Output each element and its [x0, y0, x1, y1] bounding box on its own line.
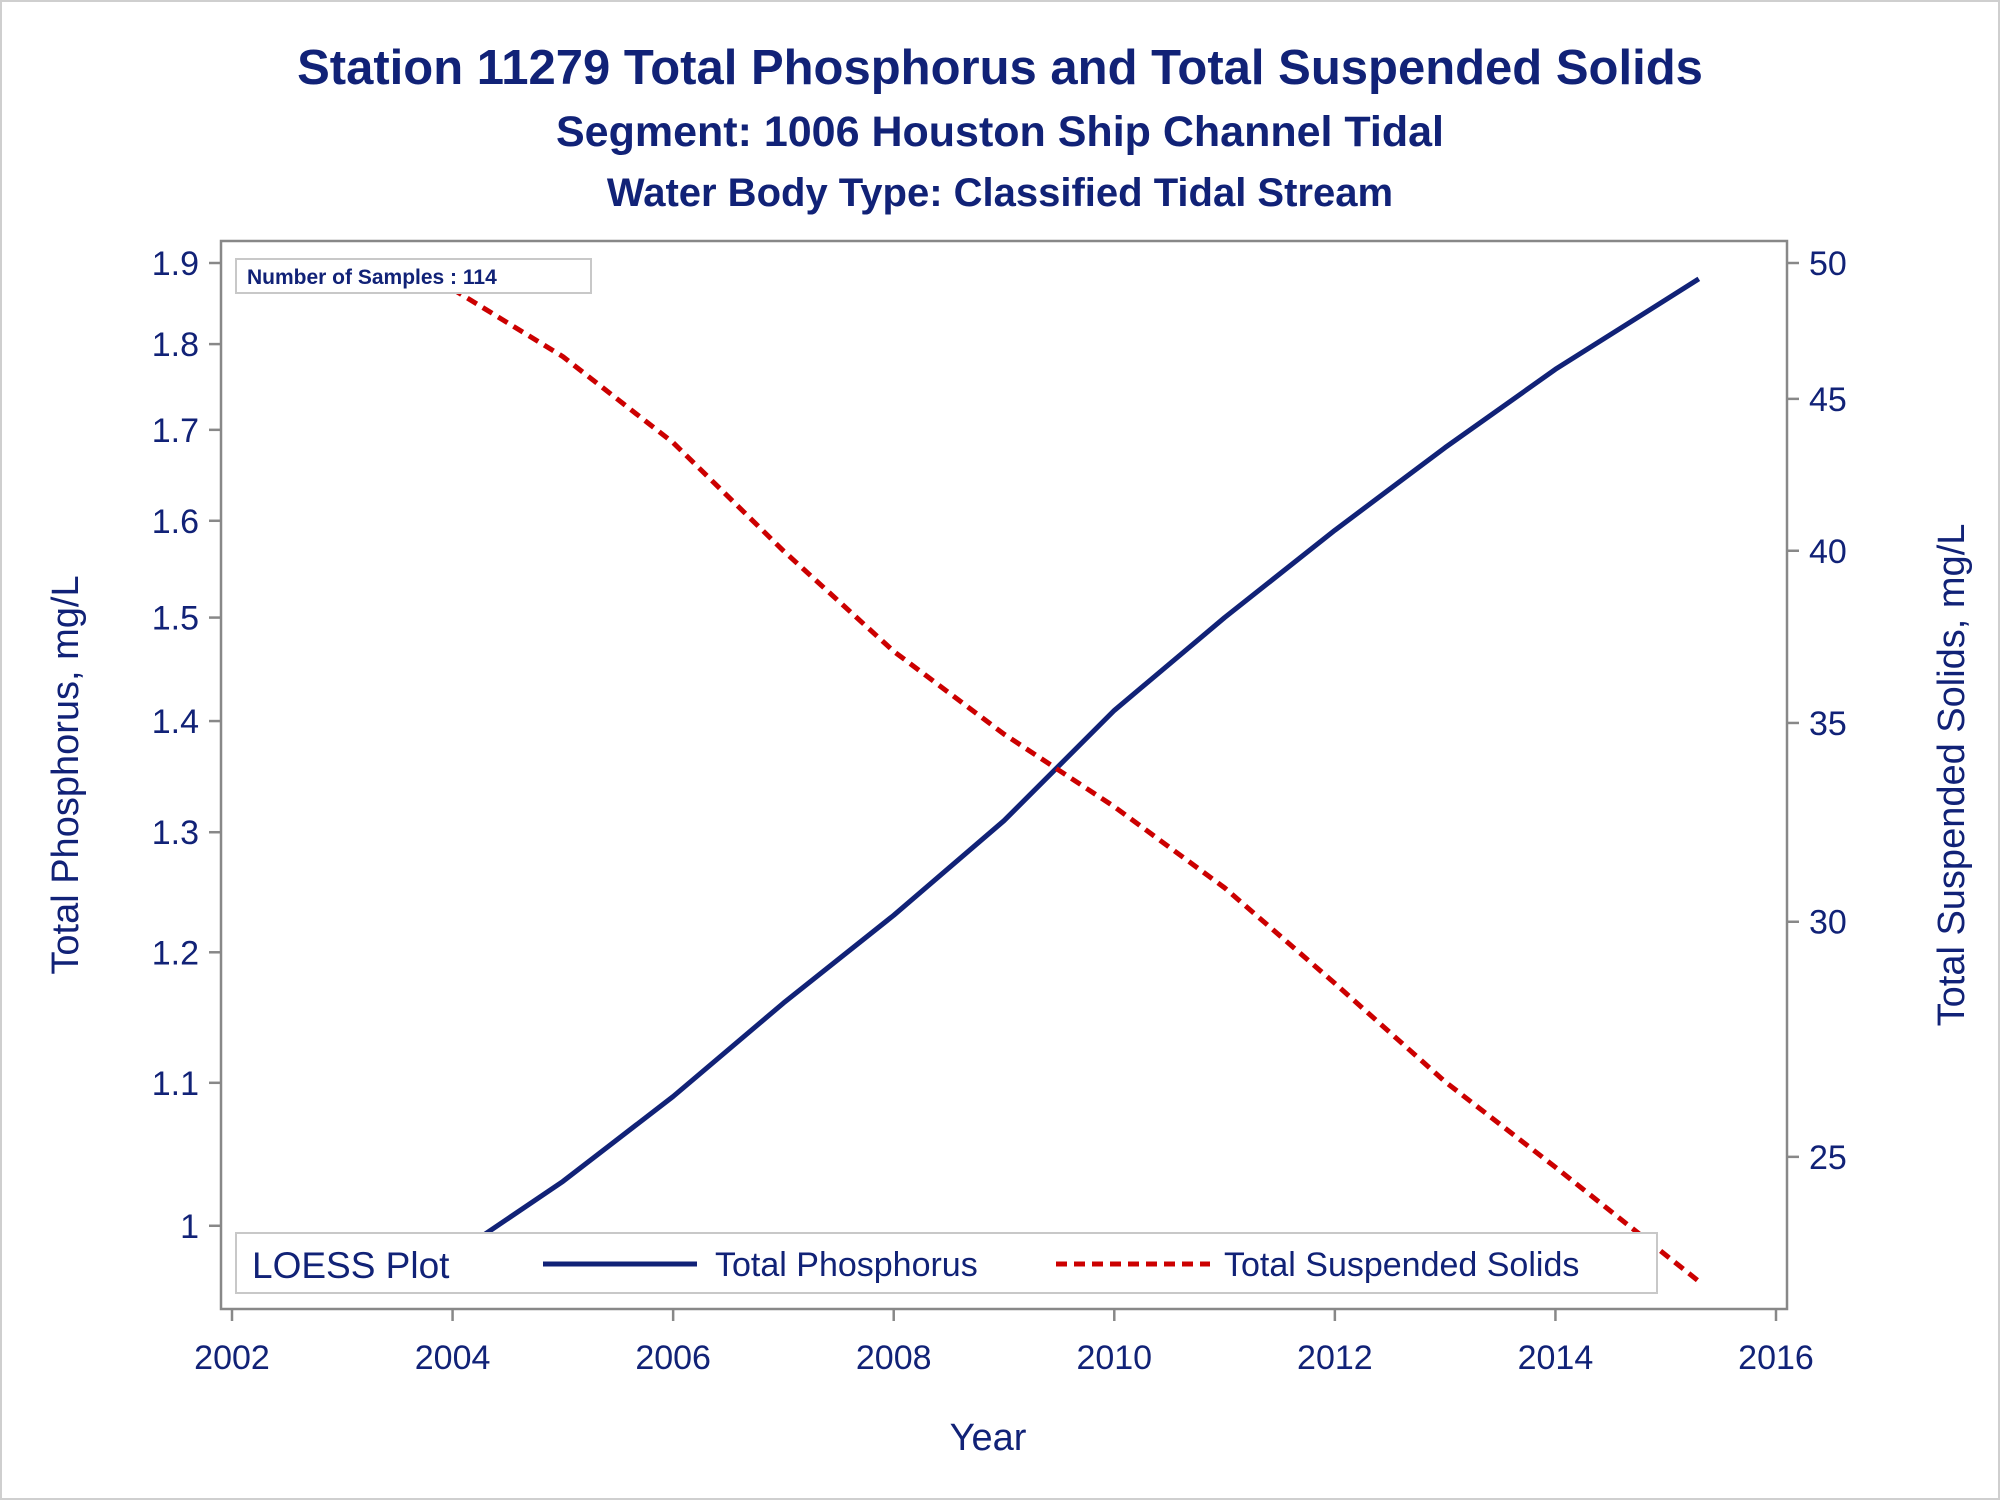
- y-axis-left: 1 1.1 1.2 1.3 1.4 1.5 1.6 1.7 1.8 1.9: [152, 245, 221, 1246]
- plot-area: [219, 239, 1789, 1311]
- legend-box: [235, 1232, 1658, 1294]
- y-left-tick-label: 1.2: [152, 934, 199, 972]
- x-tick-label: 2004: [415, 1339, 491, 1377]
- legend-label-total-suspended-solids: Total Suspended Solids: [1224, 1246, 1579, 1284]
- x-tick-label: 2010: [1076, 1339, 1152, 1377]
- y-axis-left-label: Total Phosphorus, mg/L: [45, 575, 87, 974]
- legend-label-total-phosphorus: Total Phosphorus: [715, 1246, 978, 1284]
- y-left-tick-label: 1.1: [152, 1065, 199, 1103]
- x-tick-label: 2016: [1738, 1339, 1814, 1377]
- y-axis-right: 25 30 35 40 45 50: [1787, 245, 1847, 1177]
- y-right-tick-label: 50: [1809, 245, 1847, 283]
- series-line-total-phosphorus: [417, 276, 1701, 1289]
- x-tick-label: 2012: [1297, 1339, 1373, 1377]
- x-axis: 2002 2004 2006 2008 2010 2012 2014 2016: [194, 1309, 1814, 1377]
- y-left-tick-label: 1.8: [152, 326, 199, 364]
- sample-count-box: [235, 258, 592, 294]
- y-left-tick-label: 1.4: [152, 703, 199, 741]
- y-right-tick-label: 40: [1809, 533, 1847, 571]
- y-left-tick-label: 1.3: [152, 814, 199, 852]
- sample-count-text: Number of Samples : 114: [247, 266, 497, 289]
- y-right-tick-label: 30: [1809, 904, 1847, 942]
- series-layer: [417, 271, 1701, 1289]
- y-left-tick-label: 1.9: [152, 245, 199, 283]
- sample-count-inset: Number of Samples : 114: [235, 258, 592, 294]
- y-right-tick-label: 45: [1809, 381, 1847, 419]
- chart-title: Station 11279 Total Phosphorus and Total…: [297, 41, 1703, 95]
- y-left-tick-label: 1.5: [152, 600, 199, 638]
- chart-subtitle: Segment: 1006 Houston Ship Channel Tidal: [556, 108, 1444, 156]
- x-tick-label: 2008: [856, 1339, 932, 1377]
- legend: LOESS Plot Total Phosphorus Total Suspen…: [235, 1232, 1658, 1294]
- x-tick-label: 2014: [1518, 1339, 1594, 1377]
- y-left-tick-label: 1.7: [152, 412, 199, 450]
- x-tick-label: 2006: [635, 1339, 711, 1377]
- y-left-tick-label: 1: [180, 1208, 199, 1246]
- y-axis-right-label: Total Suspended Solids, mg/L: [1931, 524, 1973, 1027]
- y-left-tick-label: 1.6: [152, 503, 199, 541]
- chart-subtitle-2: Water Body Type: Classified Tidal Stream: [607, 171, 1393, 215]
- y-right-tick-label: 35: [1809, 705, 1847, 743]
- y-right-tick-label: 25: [1809, 1139, 1847, 1177]
- x-axis-label: Year: [950, 1417, 1027, 1459]
- legend-title: LOESS Plot: [252, 1245, 450, 1286]
- series-line-total-suspended-solids: [418, 271, 1701, 1284]
- x-tick-label: 2002: [194, 1339, 270, 1377]
